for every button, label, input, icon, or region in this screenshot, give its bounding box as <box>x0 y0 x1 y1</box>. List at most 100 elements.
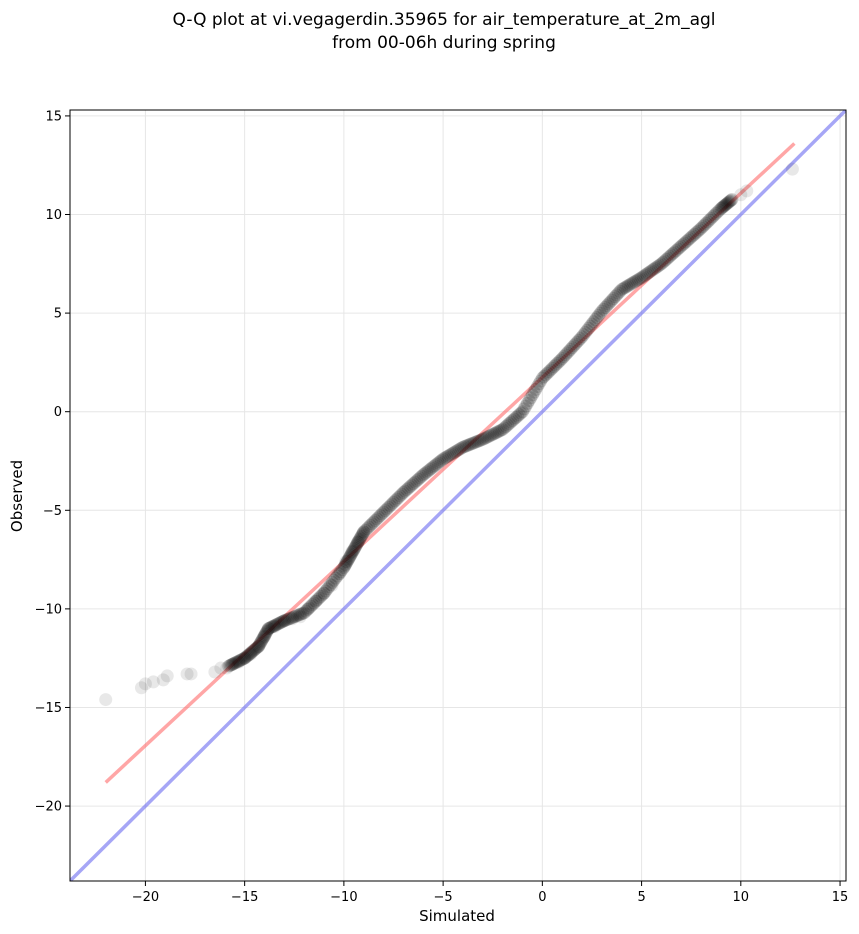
data-point <box>651 259 665 273</box>
data-point <box>519 399 533 413</box>
data-point <box>522 394 536 408</box>
data-point <box>247 643 261 657</box>
data-point <box>332 567 346 581</box>
data-point <box>299 604 313 618</box>
data-point <box>618 280 632 294</box>
data-point <box>669 243 683 257</box>
data-point <box>314 589 328 603</box>
data-point <box>368 513 382 527</box>
identity-line <box>70 110 846 881</box>
data-point <box>580 323 594 337</box>
data-point <box>408 475 422 489</box>
data-point <box>712 203 726 217</box>
data-point <box>330 569 344 583</box>
x-axis-label: Simulated <box>419 907 495 925</box>
data-point <box>431 456 445 470</box>
data-point <box>372 510 386 524</box>
data-point <box>184 667 198 681</box>
y-tick-label: −20 <box>35 800 62 815</box>
data-point <box>454 441 468 455</box>
data-point <box>595 304 609 318</box>
data-point <box>261 622 275 636</box>
data-point <box>547 360 561 374</box>
data-point <box>236 652 250 666</box>
data-point <box>312 591 326 605</box>
data-point <box>711 205 725 219</box>
data-point <box>620 279 634 293</box>
data-point <box>242 647 256 661</box>
data-point <box>380 502 394 516</box>
data-point <box>370 512 384 526</box>
data-point <box>722 195 736 209</box>
data-point <box>365 517 379 531</box>
data-point <box>227 656 241 670</box>
data-point <box>405 478 419 492</box>
data-point <box>630 274 644 288</box>
data-point <box>317 586 331 600</box>
data-point <box>544 363 558 377</box>
data-point <box>550 356 564 370</box>
data-point <box>487 427 501 441</box>
data-point <box>600 299 614 313</box>
data-point <box>659 252 673 266</box>
data-point <box>226 657 240 671</box>
data-point <box>433 455 447 469</box>
data-point <box>271 617 285 631</box>
data-point <box>261 622 275 636</box>
data-point <box>694 221 708 235</box>
data-point <box>740 184 754 198</box>
data-point <box>356 526 370 540</box>
data-point <box>691 224 705 238</box>
data-point <box>444 447 458 461</box>
data-point <box>252 638 266 652</box>
data-point <box>362 520 376 534</box>
data-point <box>268 618 282 632</box>
data-point <box>282 612 296 626</box>
data-point <box>226 657 240 671</box>
data-point <box>461 438 475 452</box>
data-point <box>525 388 539 402</box>
data-point <box>423 463 437 477</box>
data-point <box>337 560 351 574</box>
data-point <box>656 255 670 269</box>
data-point <box>156 673 170 687</box>
data-point <box>511 409 525 423</box>
data-point <box>386 495 400 509</box>
data-point <box>418 466 432 480</box>
data-point <box>339 556 353 570</box>
data-point <box>350 537 364 551</box>
data-point <box>393 489 407 503</box>
y-tick-label: 15 <box>45 109 62 124</box>
data-point <box>269 618 283 632</box>
data-point <box>702 213 716 227</box>
data-point <box>463 438 477 452</box>
data-point <box>256 632 270 646</box>
data-point <box>666 246 680 260</box>
data-point <box>138 677 152 691</box>
data-point <box>343 550 357 564</box>
data-point <box>273 616 287 630</box>
x-tick-label: −15 <box>231 890 258 905</box>
data-point <box>592 308 606 322</box>
data-point <box>377 505 391 519</box>
data-point <box>625 277 639 291</box>
data-point <box>469 435 483 449</box>
data-point <box>451 443 465 457</box>
data-point <box>481 430 495 444</box>
data-point <box>310 593 324 607</box>
data-point <box>441 449 455 463</box>
data-point <box>286 610 300 624</box>
x-tick-label: −10 <box>330 890 357 905</box>
data-point <box>613 284 627 298</box>
data-point <box>400 483 414 497</box>
data-point <box>598 301 612 315</box>
data-point <box>590 311 604 325</box>
data-point <box>146 675 160 689</box>
data-point <box>471 434 485 448</box>
data-point <box>241 648 255 662</box>
data-point <box>674 239 688 253</box>
data-point <box>416 468 430 482</box>
data-point <box>231 654 245 668</box>
data-point <box>319 584 333 598</box>
data-point <box>678 236 692 250</box>
